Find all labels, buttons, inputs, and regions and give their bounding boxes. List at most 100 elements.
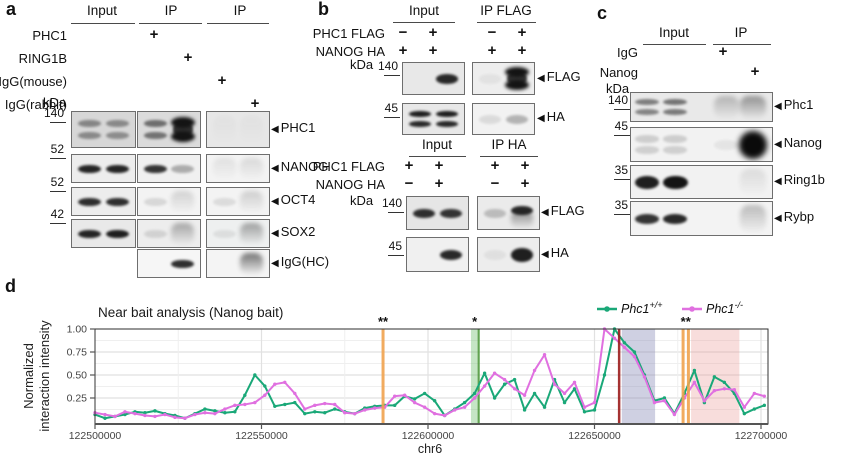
legend-key-dot xyxy=(604,306,610,312)
panel-a-blot-oct4 xyxy=(137,187,201,216)
panel-a-kda-tick xyxy=(50,122,66,123)
panel-a-kda-value: 42 xyxy=(50,207,64,221)
panel-c-factor-label: Nanog xyxy=(599,65,638,80)
blot-band xyxy=(213,116,236,144)
panel-c-kda-value: 35 xyxy=(614,198,628,212)
chart-title: Near bait analysis (Nanog bait) xyxy=(98,305,283,320)
panel-b-s1-kda-unit: kDa xyxy=(350,57,374,72)
blot-band xyxy=(635,135,660,143)
blot-band xyxy=(713,95,739,119)
panel-a-kda-unit: kDa xyxy=(43,95,67,110)
panel-b-s2-factor-label: NANOG HA xyxy=(315,177,385,192)
panel-b-s2-lane-symbol: + xyxy=(434,175,444,192)
blot-band xyxy=(78,119,101,128)
panel-b-label: b xyxy=(318,0,329,19)
panel-c-kda-tick xyxy=(614,214,630,215)
panel-a-kda-tick xyxy=(50,191,66,192)
panel-b-s1-header-underline xyxy=(393,22,455,23)
blot-band xyxy=(634,175,660,190)
panel-b-s2-target-label: ◀ FLAG xyxy=(541,203,585,218)
y-axis-title-line2: interaction intensity xyxy=(37,320,52,432)
panel-a-blot-igg(hc) xyxy=(137,249,201,278)
panel-b-s2-target-text: HA xyxy=(550,244,569,260)
panel-a-blot-oct4 xyxy=(71,187,136,216)
blot-band xyxy=(106,164,129,174)
panel-c-kda-value: 45 xyxy=(614,119,628,133)
panel-a-header-underline xyxy=(207,23,269,24)
plot-background xyxy=(95,329,768,424)
panel-b-s1-header-underline xyxy=(477,22,536,23)
panel-c-target-text: Rybp xyxy=(783,208,815,224)
panel-a-kda-tick xyxy=(50,223,66,224)
band-arrow-icon: ◀ xyxy=(271,123,279,135)
panel-b-s1-blot-ha xyxy=(472,103,535,135)
blot-band xyxy=(435,74,458,84)
panel-a-kda-tick xyxy=(50,158,66,159)
panel-a-blot-phc1 xyxy=(137,111,201,148)
panel-a-blot-sox2 xyxy=(71,219,136,248)
panel-a-blot-nanog xyxy=(137,154,201,183)
panel-c-lane-symbol: + xyxy=(750,63,760,80)
panel-b-s2-factor-label: PHC1 FLAG xyxy=(312,159,385,174)
blot-band xyxy=(212,157,237,180)
panel-b-s2-kda-value: 140 xyxy=(381,196,402,210)
x-tick-label: 122700000 xyxy=(735,430,788,442)
blot-band xyxy=(213,229,236,239)
panel-c-target-label: ◀ Rybp xyxy=(774,208,815,224)
blot-band xyxy=(505,115,528,125)
band-arrow-icon: ◀ xyxy=(774,138,782,150)
panel-b-s1-target-label: ◀ HA xyxy=(537,109,565,124)
blot-band xyxy=(144,131,167,140)
legend-label: Phc1-/- xyxy=(706,300,743,316)
blot-band xyxy=(663,108,688,115)
band-arrow-icon: ◀ xyxy=(774,101,782,112)
highlight-band xyxy=(621,329,656,424)
legend-key-dot xyxy=(689,306,695,312)
blot-band xyxy=(213,197,236,207)
panel-c-target-label: ◀ Phc1 xyxy=(774,97,813,112)
panel-a-blot-igg(hc) xyxy=(206,249,270,278)
blot-band xyxy=(78,164,101,174)
blot-band xyxy=(435,110,458,118)
blot-band xyxy=(510,210,533,229)
panel-b-s2-lane-symbol: + xyxy=(520,157,530,174)
blot-band xyxy=(635,108,660,115)
panel-c-target-text: Ring1b xyxy=(783,172,825,187)
blot-band xyxy=(635,214,660,225)
panel-a-blot-phc1 xyxy=(71,111,136,148)
blot-band xyxy=(740,95,766,119)
panel-a-blot-sox2 xyxy=(137,219,201,248)
panel-c-target-label: ◀ Nanog xyxy=(774,135,822,150)
panel-c-blot-phc1 xyxy=(630,92,773,122)
blot-band xyxy=(740,205,766,232)
band-arrow-icon: ◀ xyxy=(774,212,782,224)
panel-a-target-text: NANOG xyxy=(280,158,329,174)
panel-b-s2-blot-flag xyxy=(477,196,540,230)
panel-a-target-text: IgG(HC) xyxy=(280,253,330,269)
panel-c-kda-unit: kDa xyxy=(606,81,630,96)
panel-a-target-text: OCT4 xyxy=(280,191,316,207)
blot-band xyxy=(144,119,167,128)
panel-b-s1-factor-label: PHC1 FLAG xyxy=(312,26,385,41)
panel-a-label: a xyxy=(6,0,17,19)
blot-band xyxy=(510,205,533,216)
blot-band xyxy=(738,131,768,160)
panel-a-lane-symbol: + xyxy=(149,26,159,43)
panel-a-blot-sox2 xyxy=(206,219,270,248)
panel-a-kda-value: 140 xyxy=(43,106,64,120)
panel-a-blot-oct4 xyxy=(206,187,270,216)
panel-c-header-ip: IP xyxy=(734,25,748,40)
panel-a-target-label: ◀ SOX2 xyxy=(271,224,315,239)
panel-b-s1-lane-symbol: − xyxy=(487,24,497,41)
panel-c-header-underline xyxy=(643,44,706,45)
panel-b-s1-kda-value: 45 xyxy=(384,101,398,115)
blot-band xyxy=(78,197,101,207)
panel-c-kda-tick xyxy=(614,135,630,136)
blot-band xyxy=(78,131,101,140)
blot-band xyxy=(740,169,766,195)
panel-c-blot-rybp xyxy=(630,201,773,236)
panel-b-s2-lane-symbol: + xyxy=(434,157,444,174)
panel-a-target-label: ◀ OCT4 xyxy=(271,191,316,207)
panel-a-factor-label: RING1B xyxy=(18,51,67,66)
